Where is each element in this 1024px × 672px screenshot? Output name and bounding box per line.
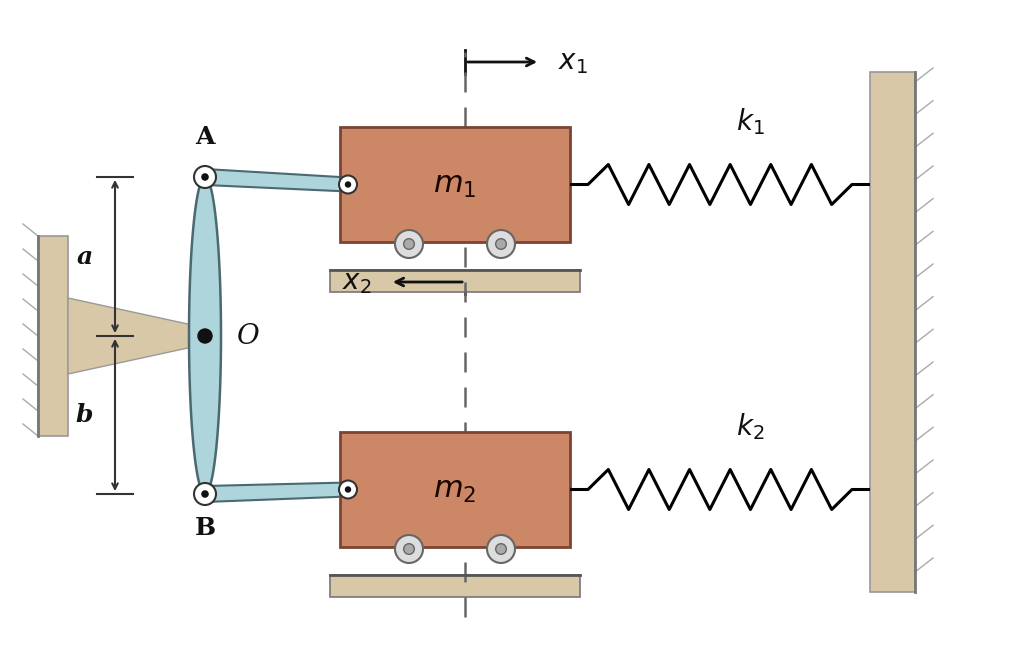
- Circle shape: [496, 239, 506, 249]
- Text: A: A: [196, 125, 215, 149]
- Circle shape: [194, 483, 216, 505]
- Polygon shape: [343, 462, 375, 517]
- Text: $m_1$: $m_1$: [433, 169, 476, 200]
- Bar: [330, 270, 580, 292]
- Circle shape: [339, 175, 357, 194]
- Polygon shape: [68, 298, 197, 374]
- Circle shape: [487, 535, 515, 563]
- Text: $x_2$: $x_2$: [342, 269, 372, 296]
- Polygon shape: [205, 169, 348, 192]
- Circle shape: [202, 174, 208, 180]
- Bar: [340, 432, 570, 547]
- Polygon shape: [205, 482, 348, 502]
- Circle shape: [496, 544, 506, 554]
- Polygon shape: [343, 157, 375, 212]
- Bar: [330, 575, 580, 597]
- Circle shape: [194, 166, 216, 188]
- Circle shape: [345, 487, 350, 492]
- Circle shape: [198, 329, 212, 343]
- Circle shape: [345, 182, 350, 187]
- Bar: [870, 72, 915, 592]
- Text: $m_2$: $m_2$: [433, 474, 476, 505]
- Circle shape: [487, 230, 515, 258]
- Circle shape: [403, 544, 415, 554]
- Circle shape: [202, 491, 208, 497]
- Polygon shape: [189, 177, 221, 494]
- Circle shape: [339, 480, 357, 499]
- Text: $k_2$: $k_2$: [736, 411, 764, 442]
- Text: O: O: [237, 323, 260, 349]
- Circle shape: [395, 535, 423, 563]
- Bar: [38, 236, 68, 436]
- Circle shape: [395, 230, 423, 258]
- Text: $x_1$: $x_1$: [558, 48, 588, 75]
- Text: B: B: [195, 516, 216, 540]
- Bar: [340, 127, 570, 242]
- Text: b: b: [76, 403, 93, 427]
- Text: a: a: [77, 245, 93, 269]
- Circle shape: [403, 239, 415, 249]
- Text: $k_1$: $k_1$: [735, 106, 764, 136]
